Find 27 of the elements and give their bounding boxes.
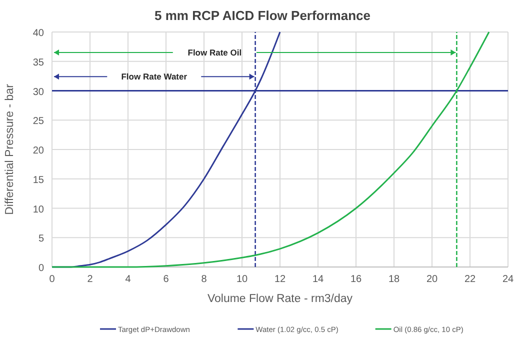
x-tick-label: 4 xyxy=(125,274,132,285)
annotation: Flow Rate Water xyxy=(121,72,188,82)
x-tick-label: 0 xyxy=(49,274,56,285)
x-axis-title: Volume Flow Rate - rm3/day xyxy=(207,293,353,305)
y-tick-label: 40 xyxy=(32,28,44,39)
x-tick-label: 14 xyxy=(312,274,324,285)
y-tick-label: 25 xyxy=(32,116,44,128)
x-tick-label: 2 xyxy=(87,274,94,285)
y-tick-label: 0 xyxy=(38,263,44,274)
x-tick-label: 24 xyxy=(502,274,514,285)
x-tick-label: 10 xyxy=(236,274,248,285)
x-tick-label: 22 xyxy=(464,274,476,285)
y-tick-label: 35 xyxy=(32,57,44,68)
y-tick-label: 5 xyxy=(38,234,44,245)
x-tick-label: 18 xyxy=(388,274,400,285)
annotation: Flow Rate Oil xyxy=(188,47,242,58)
chart-title: 5 mm RCP AICD Flow Performance xyxy=(154,8,370,23)
x-tick-label: 8 xyxy=(201,274,208,285)
y-axis-title: Differential Pressure - bar xyxy=(4,84,16,215)
x-tick-label: 12 xyxy=(274,274,286,285)
y-tick-label: 10 xyxy=(32,204,44,216)
y-tick-label: 30 xyxy=(32,86,44,98)
x-tick-label: 20 xyxy=(426,274,438,285)
y-tick-label: 15 xyxy=(32,174,44,186)
y-tick-label: 20 xyxy=(32,146,44,156)
x-tick-label: 16 xyxy=(350,274,362,285)
x-tick-label: 6 xyxy=(163,274,170,285)
